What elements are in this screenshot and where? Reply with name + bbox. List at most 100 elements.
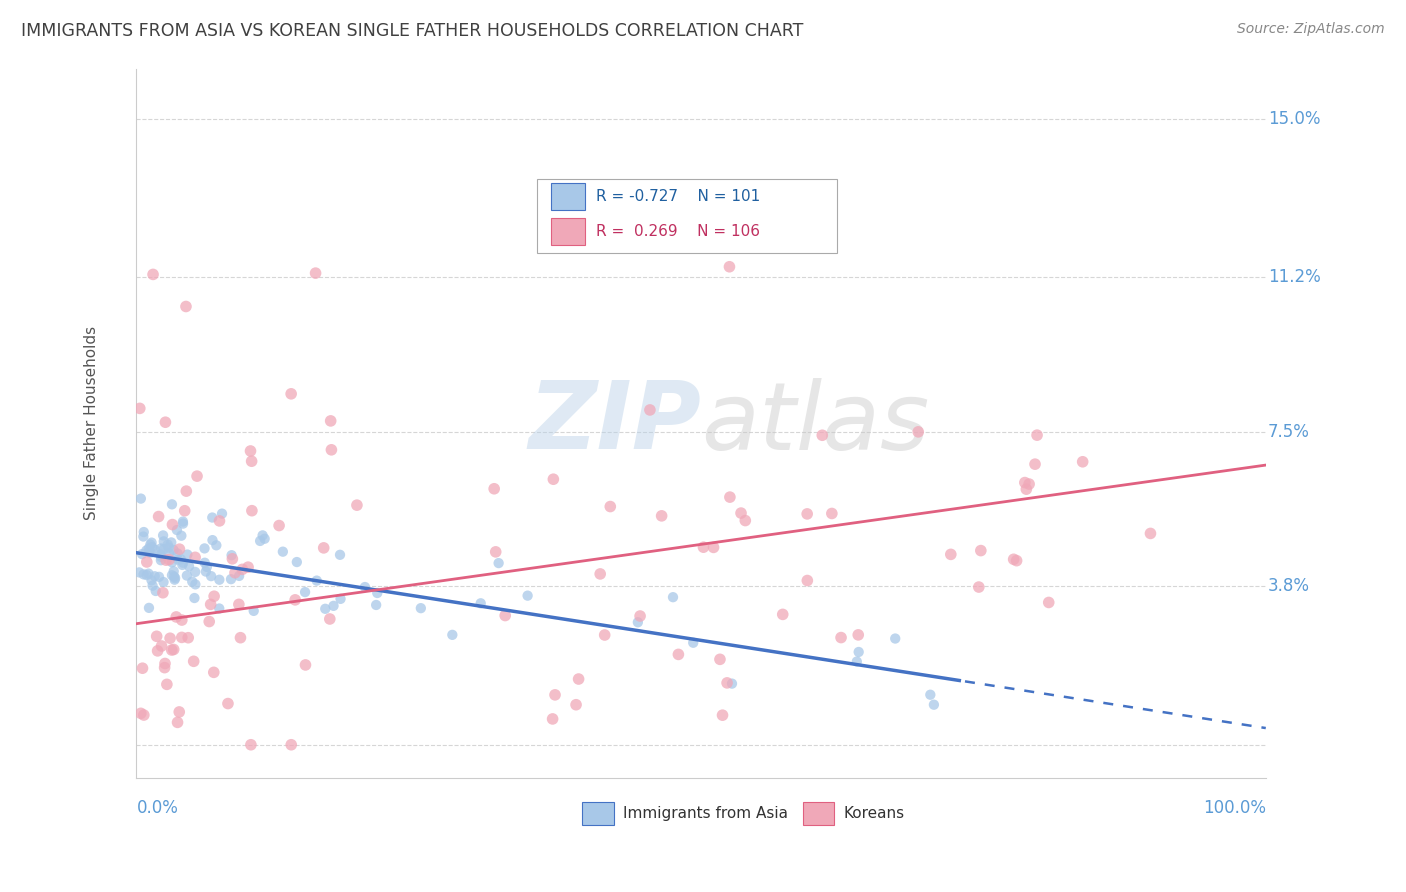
- Point: [177, 631, 200, 645]
- Point: [970, 543, 993, 558]
- Point: [589, 566, 612, 581]
- Point: [217, 697, 239, 711]
- Point: [294, 585, 316, 599]
- Point: [176, 568, 198, 582]
- Point: [884, 632, 907, 646]
- Point: [160, 555, 183, 569]
- Point: [143, 569, 166, 583]
- Point: [195, 560, 218, 574]
- Point: [848, 645, 870, 659]
- Point: [132, 708, 155, 723]
- Point: [183, 654, 205, 668]
- Point: [228, 569, 250, 583]
- Point: [1014, 475, 1036, 490]
- Point: [628, 609, 651, 624]
- Point: [173, 504, 195, 518]
- Bar: [582, 802, 614, 825]
- Point: [709, 652, 731, 666]
- Point: [163, 642, 186, 657]
- Point: [202, 589, 225, 603]
- Point: [208, 514, 231, 528]
- Point: [221, 548, 243, 562]
- Point: [172, 558, 194, 572]
- Point: [170, 529, 193, 543]
- Point: [135, 555, 157, 569]
- Point: [242, 604, 264, 618]
- Point: [176, 484, 198, 499]
- Point: [145, 629, 167, 643]
- Point: [176, 548, 198, 562]
- Point: [716, 676, 738, 690]
- Point: [470, 596, 492, 610]
- Point: [128, 566, 150, 580]
- Point: [162, 543, 184, 558]
- Point: [240, 454, 263, 468]
- Point: [846, 628, 869, 642]
- Point: [186, 469, 208, 483]
- Point: [346, 498, 368, 512]
- Point: [153, 660, 176, 674]
- Point: [294, 657, 316, 672]
- Point: [198, 615, 221, 629]
- Point: [166, 547, 188, 561]
- Point: [172, 556, 194, 570]
- Point: [184, 577, 207, 591]
- Point: [409, 601, 432, 615]
- Point: [599, 500, 621, 514]
- FancyBboxPatch shape: [537, 178, 837, 253]
- Point: [516, 589, 538, 603]
- Point: [711, 708, 734, 723]
- Point: [129, 706, 152, 721]
- Point: [939, 547, 962, 561]
- Point: [141, 574, 163, 588]
- Text: 7.5%: 7.5%: [1268, 423, 1310, 441]
- Point: [1024, 457, 1046, 471]
- Point: [718, 260, 741, 274]
- Point: [796, 574, 818, 588]
- Point: [267, 518, 290, 533]
- Point: [718, 490, 741, 504]
- Point: [565, 698, 588, 712]
- Point: [200, 598, 222, 612]
- Point: [541, 712, 564, 726]
- Point: [494, 608, 516, 623]
- Point: [184, 565, 207, 579]
- Point: [692, 540, 714, 554]
- Point: [172, 516, 194, 531]
- Point: [920, 688, 942, 702]
- Point: [280, 387, 302, 401]
- Point: [201, 533, 224, 548]
- Point: [131, 547, 153, 561]
- Point: [165, 610, 187, 624]
- Point: [155, 553, 177, 567]
- Point: [131, 661, 153, 675]
- Point: [208, 601, 231, 615]
- Point: [329, 548, 352, 562]
- Point: [152, 586, 174, 600]
- Point: [181, 574, 204, 589]
- Point: [702, 541, 724, 555]
- Point: [139, 545, 162, 559]
- Point: [156, 677, 179, 691]
- Text: 3.8%: 3.8%: [1268, 577, 1310, 595]
- Point: [730, 506, 752, 520]
- Point: [148, 509, 170, 524]
- Point: [721, 676, 744, 690]
- Point: [194, 556, 217, 570]
- Point: [202, 665, 225, 680]
- Point: [285, 555, 308, 569]
- Point: [1038, 595, 1060, 609]
- Point: [314, 602, 336, 616]
- Point: [1071, 455, 1094, 469]
- Point: [138, 600, 160, 615]
- Text: 100.0%: 100.0%: [1202, 799, 1265, 817]
- Point: [183, 591, 205, 605]
- Point: [239, 738, 262, 752]
- Point: [149, 541, 172, 556]
- Point: [135, 568, 157, 582]
- Text: atlas: atlas: [702, 378, 929, 469]
- Point: [1015, 482, 1038, 496]
- Point: [249, 533, 271, 548]
- Point: [488, 556, 510, 570]
- Point: [366, 598, 388, 612]
